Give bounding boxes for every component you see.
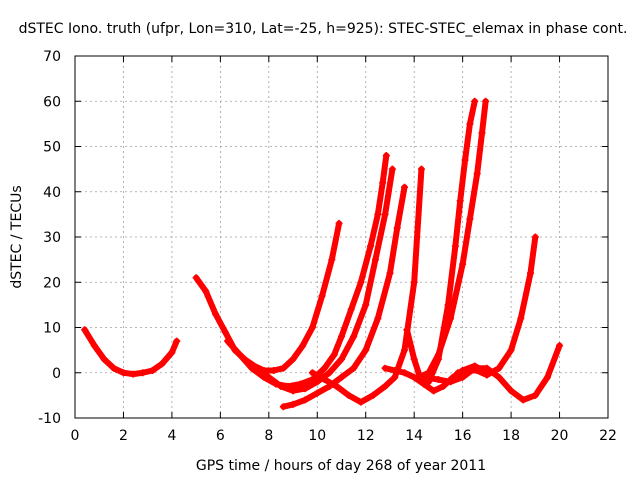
- data-trace-segment: [532, 374, 551, 399]
- data-trace-segment: [447, 261, 466, 322]
- ticks: 0 2 4 6 8 10 12 14 16 18 20 22 -10 0 10 20 30 40 50 60 70: [38, 49, 617, 444]
- y-tick-label: 50: [43, 140, 61, 156]
- data-series: [192, 219, 343, 374]
- data-trace-segment: [403, 326, 418, 363]
- data-series: [415, 97, 490, 381]
- y-tick-label: 0: [52, 366, 61, 382]
- y-axis-label: dSTEC / TECUs: [9, 185, 25, 288]
- y-tick-label: -10: [38, 411, 61, 427]
- data-point: [382, 152, 390, 160]
- data-series: [420, 342, 564, 404]
- data-trace-segment: [202, 288, 219, 317]
- data-trace-segment: [338, 333, 357, 363]
- data-point: [417, 165, 425, 173]
- data-trace-segment: [350, 301, 369, 340]
- data-point: [400, 183, 408, 191]
- x-axis-label: GPS time / hours of day 268 of year 2011: [196, 458, 486, 474]
- data-trace-segment: [338, 306, 355, 340]
- data-trace-segment: [326, 356, 345, 376]
- data-trace-segment: [372, 211, 389, 263]
- data-series: [454, 233, 539, 379]
- data-point: [173, 337, 181, 345]
- data-trace-segment: [452, 197, 464, 250]
- grid: [75, 56, 608, 418]
- data-trace-segment: [309, 292, 326, 331]
- data-point: [335, 219, 343, 227]
- x-tick-label: 12: [357, 428, 375, 444]
- x-tick-label: 16: [454, 428, 472, 444]
- data-trace-segment: [457, 157, 469, 204]
- data-trace-segment: [212, 310, 229, 336]
- x-tick-label: 2: [119, 428, 128, 444]
- data-series: [81, 326, 181, 378]
- data-trace-segment: [382, 166, 396, 218]
- data-points: [81, 97, 564, 411]
- data-trace-segment: [224, 338, 243, 358]
- data-trace-segment: [319, 256, 335, 299]
- data-trace-segment: [466, 170, 481, 222]
- data-trace-segment: [466, 98, 478, 127]
- data-trace-segment: [168, 338, 180, 356]
- data-trace-segment: [527, 234, 539, 277]
- x-tick-label: 18: [502, 428, 520, 444]
- data-trace-segment: [367, 211, 381, 250]
- data-trace-segment: [394, 184, 408, 231]
- data-trace-segment: [350, 347, 369, 372]
- data-trace-segment: [386, 224, 401, 277]
- x-tick-label: 22: [599, 428, 617, 444]
- data-trace-segment: [299, 324, 316, 349]
- y-tick-label: 20: [43, 275, 61, 291]
- data-trace-segment: [411, 166, 425, 286]
- data-trace-segment: [459, 215, 473, 268]
- x-tick-label: 10: [308, 428, 326, 444]
- data-point: [556, 342, 564, 350]
- data-trace-segment: [495, 347, 515, 372]
- data-trace-segment: [445, 243, 459, 308]
- data-series: [279, 183, 408, 411]
- y-tick-label: 60: [43, 94, 61, 110]
- data-trace-segment: [362, 256, 379, 308]
- x-tick-label: 14: [405, 428, 423, 444]
- data-trace-segment: [374, 270, 393, 322]
- data-point: [388, 165, 396, 173]
- data-trace-segment: [362, 315, 381, 354]
- y-tick-label: 40: [43, 185, 61, 201]
- data-trace-segment: [236, 351, 255, 372]
- x-tick-label: 6: [216, 428, 225, 444]
- chart-title: dSTEC Iono. truth (ufpr, Lon=310, Lat=-2…: [19, 21, 628, 37]
- data-trace-segment: [544, 342, 563, 381]
- x-tick-label: 20: [551, 428, 569, 444]
- data-trace-segment: [374, 179, 386, 218]
- x-tick-label: 8: [264, 428, 273, 444]
- data-trace-segment: [462, 120, 473, 164]
- data-series: [403, 97, 479, 386]
- data-trace-segment: [331, 333, 345, 358]
- y-tick-label: 10: [43, 321, 61, 337]
- data-trace-segment: [508, 315, 524, 354]
- data-trace-segment: [517, 270, 534, 322]
- data-trace-segment: [435, 315, 454, 358]
- data-trace-segment: [379, 152, 390, 186]
- data-trace-segment: [81, 326, 98, 349]
- data-point: [482, 97, 490, 105]
- data-trace-segment: [348, 279, 364, 313]
- y-tick-label: 70: [43, 49, 61, 65]
- data-trace-segment: [425, 351, 442, 376]
- data-trace-segment: [495, 374, 515, 394]
- data-trace-segment: [479, 98, 489, 136]
- data-point: [531, 233, 539, 241]
- data-point: [471, 97, 479, 105]
- data-trace-segment: [357, 243, 374, 286]
- x-tick-label: 0: [71, 428, 80, 444]
- data-trace-segment: [328, 220, 343, 263]
- y-tick-label: 30: [43, 230, 61, 246]
- data-trace-segment: [474, 129, 486, 177]
- data-series: [253, 165, 396, 395]
- x-tick-label: 4: [167, 428, 176, 444]
